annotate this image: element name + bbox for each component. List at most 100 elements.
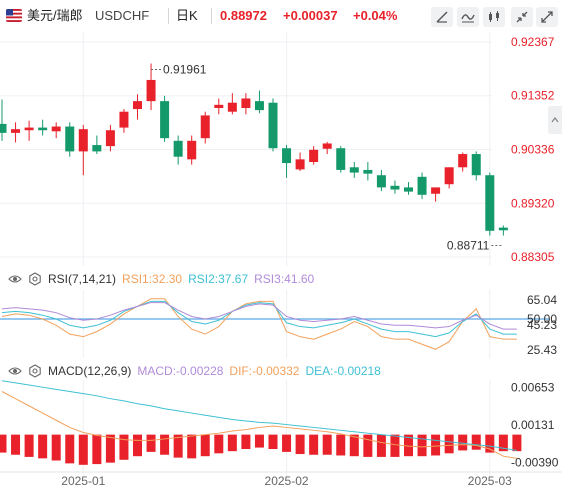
candle-body <box>92 145 102 152</box>
candle-body <box>444 167 454 185</box>
period-selector[interactable]: 日K <box>176 8 198 23</box>
candle-body <box>173 140 183 157</box>
macd-title: MACD(12,26,9) <box>48 364 132 378</box>
candle-body <box>322 143 332 149</box>
macd-grid <box>82 380 491 476</box>
macd-bar <box>65 434 75 464</box>
macd-bar <box>254 434 264 448</box>
candlestick-icon <box>489 11 499 22</box>
macd-bar <box>105 434 115 463</box>
price-tick-label: 0.90336 <box>511 143 555 157</box>
candle-body <box>404 187 413 192</box>
zoom-out-button[interactable] <box>511 7 533 27</box>
dea-legend: DEA:-0.00218 <box>305 364 381 378</box>
macd-bar <box>282 434 292 452</box>
price-change-percent: +0.04% <box>353 8 398 23</box>
high-annotation: 0.91961 <box>163 62 207 76</box>
macd-axis: 0.00653 0.00131 -0.00390 <box>511 381 559 470</box>
macd-bar <box>417 434 427 457</box>
dea-line <box>1 380 517 451</box>
macd-bar <box>471 434 481 450</box>
draw-tool-button[interactable] <box>431 7 453 27</box>
rsi-line-3 <box>1 302 517 330</box>
candlestick-chart[interactable]: 0.91961 0.88711 0.92367 0.91352 0.90336 0.89… <box>0 32 562 266</box>
expand-icon <box>541 11 553 23</box>
macd-bar <box>336 434 346 456</box>
candle-body <box>133 101 142 110</box>
pair-name[interactable]: 美元/瑞郎 <box>27 8 83 23</box>
candle-body <box>417 176 427 195</box>
candle-body <box>38 127 48 131</box>
candle-body <box>309 149 319 162</box>
macd-bar <box>0 434 7 453</box>
rsi-tick-label: 50.00 <box>527 312 557 326</box>
macd-bar <box>214 434 224 454</box>
macd-bar <box>309 434 319 455</box>
macd-bar <box>295 434 305 455</box>
macd-bar <box>11 434 21 455</box>
candle-body <box>336 148 346 170</box>
fullscreen-button[interactable] <box>536 7 558 27</box>
toolbar-divider <box>168 8 169 24</box>
candle-body <box>241 98 251 109</box>
macd-bar <box>363 434 373 457</box>
macd-bar <box>376 434 386 457</box>
macd-bar <box>512 434 522 452</box>
macd-bar <box>24 434 34 457</box>
candle-body <box>24 127 34 131</box>
price-tick-label: 0.88305 <box>511 250 555 264</box>
date-axis: 2025-01 2025-02 2025-03 <box>0 471 562 488</box>
macd-bar <box>38 434 48 459</box>
chart-type-button[interactable] <box>483 7 505 27</box>
candle-body <box>295 159 305 170</box>
us-flag-icon <box>6 9 22 22</box>
macd-bar <box>322 434 332 455</box>
candle-body <box>458 154 468 168</box>
rsi-legend: RSI(7,14,21) RSI1:32.30 RSI2:37.67 RSI3:… <box>0 270 320 288</box>
macd-bar <box>92 434 102 465</box>
rsi-title: RSI(7,14,21) <box>48 272 117 286</box>
macd-bar <box>268 434 278 449</box>
date-tick-label: 2025-03 <box>468 474 512 488</box>
gear-icon[interactable] <box>28 364 42 378</box>
rsi-tick-label: 25.43 <box>527 343 557 357</box>
date-tick-label: 2025-02 <box>265 474 309 488</box>
low-annotation: 0.88711 <box>447 239 490 253</box>
gear-icon[interactable] <box>28 272 42 286</box>
price-axis: 0.92367 0.91352 0.90336 0.89320 0.88305 <box>511 35 555 264</box>
macd-tick-label: -0.00390 <box>511 456 559 470</box>
candle-body <box>11 129 21 133</box>
side-panel-toggle[interactable] <box>548 106 562 134</box>
macd-bar <box>227 434 237 452</box>
dif-legend: DIF:-0.00332 <box>229 364 300 378</box>
macd-legend: MACD(12,26,9) MACD:-0.00228 DIF:-0.00332… <box>0 362 387 380</box>
eye-icon[interactable] <box>8 364 22 378</box>
candle-body <box>187 140 197 160</box>
collapse-icon <box>516 11 528 23</box>
rsi-line-2 <box>1 300 517 338</box>
chart-toolbar: 美元/瑞郎 USDCHF 日K 0.88972 +0.00037 +0.04% <box>0 0 562 32</box>
price-tick-label: 0.89320 <box>511 196 555 210</box>
price-tick-label: 0.91352 <box>511 89 555 103</box>
rsi-line-1 <box>1 298 517 350</box>
eye-icon[interactable] <box>8 272 22 286</box>
candle-body <box>254 101 264 111</box>
macd-bar <box>119 434 129 460</box>
macd-bar <box>349 434 359 457</box>
rsi-tick-label: 45.23 <box>527 318 557 332</box>
macd-bar <box>431 434 441 456</box>
candle-body <box>119 111 129 128</box>
dif-line <box>1 391 517 459</box>
candle-body <box>431 187 441 194</box>
rsi2-legend: RSI2:37.67 <box>188 272 249 286</box>
price-tick-label: 0.92367 <box>511 35 555 49</box>
macd-lines <box>1 380 517 459</box>
candle-body <box>471 154 481 176</box>
macd-bar <box>404 434 413 457</box>
last-price: 0.88972 <box>220 8 267 23</box>
candles <box>0 63 508 236</box>
macd-bar <box>241 434 251 449</box>
indicator-button[interactable] <box>457 7 479 27</box>
